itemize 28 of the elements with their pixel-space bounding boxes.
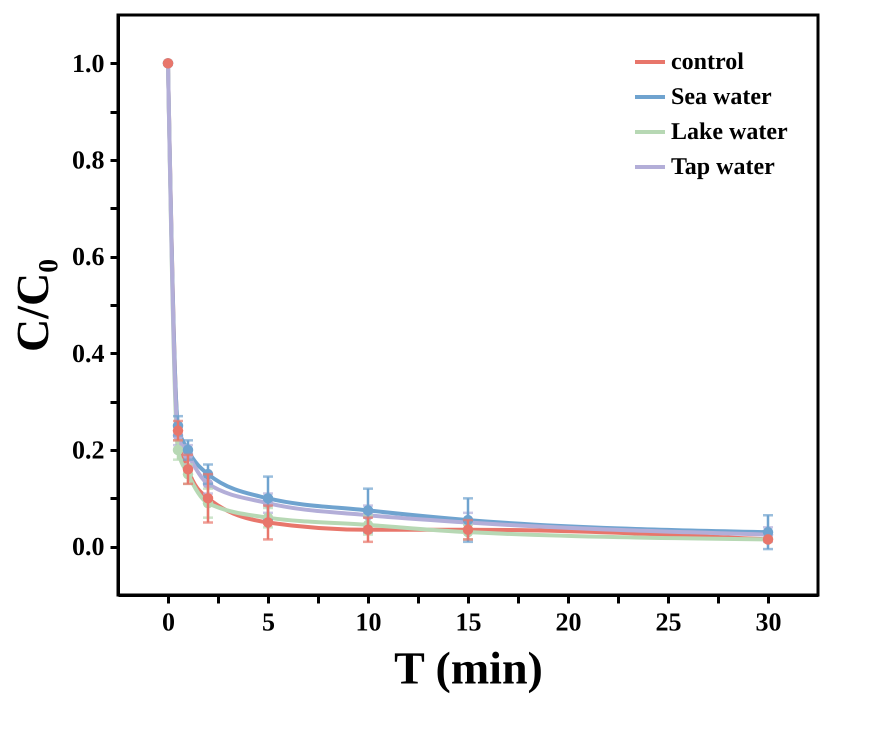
point bbox=[172, 425, 184, 436]
y-tick-label: 0.4 bbox=[72, 338, 104, 368]
legend-label: Lake water bbox=[671, 119, 788, 145]
y-tick-label: 0.2 bbox=[72, 436, 104, 464]
point bbox=[362, 524, 374, 535]
x-tick-label: 5 bbox=[262, 608, 275, 636]
point bbox=[172, 444, 184, 456]
y-axis-title: C/C₀ bbox=[7, 258, 58, 352]
x-axis-title: T (min) bbox=[394, 642, 543, 694]
point bbox=[462, 524, 474, 535]
point bbox=[362, 505, 374, 516]
point bbox=[262, 493, 274, 504]
x-tick-label: 30 bbox=[756, 608, 782, 636]
x-tick-label: 25 bbox=[656, 608, 682, 636]
point bbox=[182, 464, 194, 475]
x-tick-label: 0 bbox=[162, 608, 175, 636]
y-tick-label: 1.0 bbox=[72, 48, 104, 78]
legend-label: Tap water bbox=[671, 154, 776, 180]
x-tick-label: 20 bbox=[556, 608, 582, 636]
point bbox=[202, 493, 214, 504]
x-tick-label: 15 bbox=[456, 608, 482, 636]
y-tick-label: 0.0 bbox=[72, 532, 104, 562]
point bbox=[262, 517, 274, 528]
y-tick-label: 0.8 bbox=[72, 146, 104, 174]
y-tick-label: 0.6 bbox=[72, 242, 104, 272]
legend-label: Sea water bbox=[671, 84, 772, 110]
legend-label: control bbox=[671, 49, 744, 75]
x-tick-label: 10 bbox=[356, 608, 382, 636]
